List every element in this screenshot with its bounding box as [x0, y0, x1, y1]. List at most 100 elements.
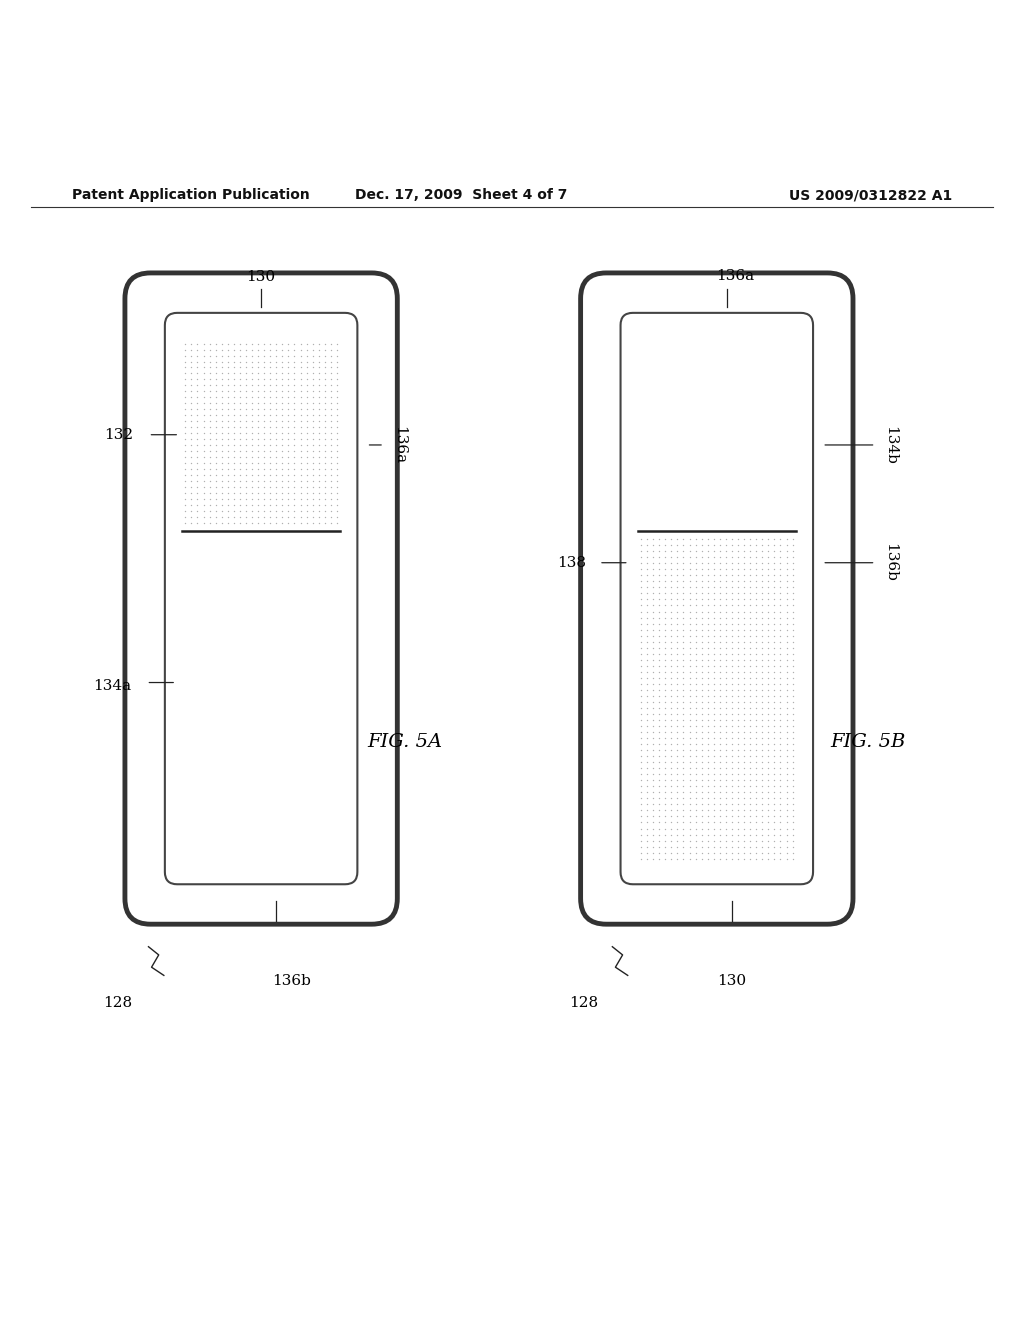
Point	[699, 697, 716, 718]
Point	[633, 722, 649, 743]
Point	[250, 494, 266, 515]
Point	[730, 541, 746, 562]
Point	[657, 638, 674, 659]
Point	[748, 739, 764, 760]
Point	[281, 393, 297, 414]
Point	[736, 661, 753, 682]
Point	[706, 558, 722, 579]
Point	[256, 333, 272, 354]
Point	[639, 680, 655, 701]
Point	[287, 446, 303, 467]
Point	[760, 746, 776, 767]
Point	[651, 842, 668, 863]
Point	[724, 781, 740, 803]
Point	[718, 739, 734, 760]
Point	[670, 612, 686, 634]
Point	[177, 482, 194, 503]
Point	[736, 781, 753, 803]
Point	[772, 715, 788, 737]
Point	[316, 441, 333, 462]
Point	[214, 482, 230, 503]
Point	[268, 387, 285, 408]
Point	[323, 411, 339, 432]
Point	[724, 631, 740, 652]
Point	[645, 558, 662, 579]
Point	[754, 781, 770, 803]
Point	[670, 643, 686, 664]
Point	[651, 807, 668, 828]
Point	[292, 351, 308, 372]
Point	[664, 558, 680, 579]
Point	[238, 500, 254, 521]
Point	[699, 655, 716, 676]
Point	[657, 739, 674, 760]
Point	[657, 770, 674, 791]
Point	[760, 583, 776, 605]
Text: 136a: 136a	[716, 269, 755, 284]
Point	[675, 685, 691, 706]
Point	[724, 818, 740, 840]
Point	[287, 399, 303, 420]
Point	[706, 655, 722, 676]
Point	[177, 446, 194, 467]
Point	[742, 595, 759, 616]
Point	[772, 692, 788, 713]
Point	[754, 727, 770, 748]
Point	[736, 535, 753, 556]
Point	[298, 434, 314, 455]
Point	[766, 793, 782, 814]
Point	[310, 488, 327, 510]
Point	[304, 512, 321, 533]
Point	[760, 565, 776, 586]
Point	[754, 667, 770, 688]
Point	[778, 704, 795, 725]
Point	[298, 494, 314, 515]
Point	[651, 601, 668, 622]
Point	[754, 595, 770, 616]
Point	[219, 465, 236, 486]
Point	[657, 541, 674, 562]
Point	[681, 673, 697, 694]
FancyBboxPatch shape	[125, 273, 397, 924]
Point	[225, 363, 242, 384]
Point	[268, 458, 285, 479]
Point	[183, 351, 200, 372]
Point	[706, 704, 722, 725]
Point	[298, 393, 314, 414]
Point	[718, 830, 734, 851]
Point	[274, 351, 291, 372]
Point	[238, 405, 254, 426]
Point	[736, 655, 753, 676]
Point	[323, 380, 339, 401]
Point	[664, 680, 680, 701]
Point	[274, 482, 291, 503]
Point	[730, 570, 746, 591]
Point	[639, 673, 655, 694]
Point	[196, 393, 212, 414]
Point	[310, 405, 327, 426]
Point	[177, 507, 194, 528]
Point	[292, 482, 308, 503]
Point	[730, 565, 746, 586]
Point	[766, 830, 782, 851]
Point	[219, 488, 236, 510]
Point	[262, 363, 279, 384]
Point	[675, 793, 691, 814]
Point	[772, 685, 788, 706]
Point	[208, 417, 224, 438]
Point	[196, 507, 212, 528]
Point	[219, 477, 236, 498]
Point	[292, 339, 308, 360]
Point	[724, 842, 740, 863]
Point	[189, 477, 206, 498]
Point	[670, 764, 686, 785]
Point	[639, 570, 655, 591]
Point	[274, 405, 291, 426]
Point	[772, 667, 788, 688]
Point	[687, 746, 703, 767]
Point	[639, 807, 655, 828]
Point	[699, 649, 716, 671]
Point	[189, 399, 206, 420]
Point	[681, 842, 697, 863]
Point	[730, 685, 746, 706]
